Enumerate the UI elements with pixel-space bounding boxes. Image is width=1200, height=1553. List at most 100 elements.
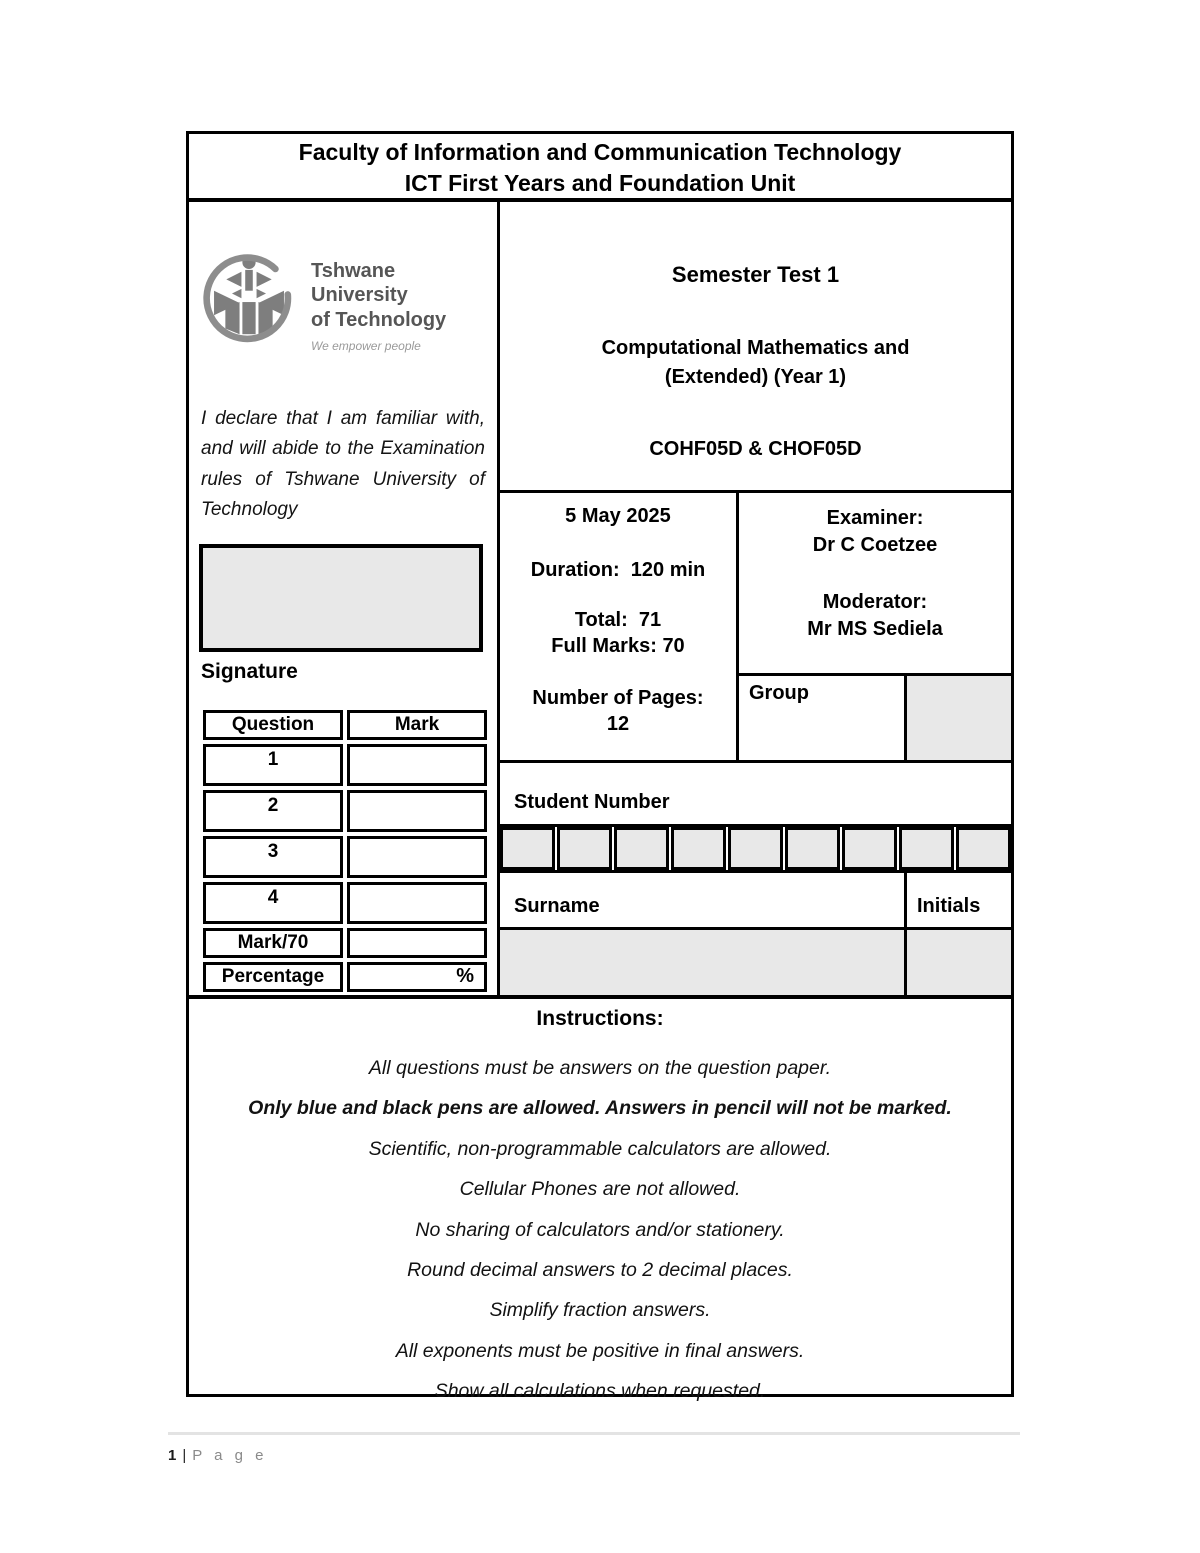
- instructions-title: Instructions:: [536, 1007, 664, 1030]
- total-value: 71: [638, 609, 662, 631]
- left-column: Tshwane University of Technology We empo…: [189, 202, 500, 995]
- group-label: Group: [739, 676, 907, 760]
- signature-field[interactable]: [199, 543, 483, 652]
- marks-row: Percentage%: [203, 961, 487, 992]
- examiner-stack: Examiner: Dr C Coetzee Moderator: Mr MS …: [739, 493, 1011, 760]
- mark-cell[interactable]: [347, 881, 487, 924]
- right-column: Semester Test 1 Computational Mathematic…: [500, 202, 1011, 995]
- instruction-line: Scientific, non-programmable calculators…: [368, 1137, 832, 1160]
- student-number-digit-box[interactable]: [500, 827, 555, 870]
- declaration-text: I declare that I am familiar with, and w…: [201, 408, 485, 521]
- surname-label: Surname: [514, 895, 600, 917]
- logo-name-line1: Tshwane University: [311, 259, 408, 307]
- marks-row: 3: [203, 835, 487, 878]
- footer-page-label: P a g e: [192, 1447, 268, 1464]
- mark-cell[interactable]: [347, 835, 487, 878]
- footer-rule: [168, 1432, 1020, 1435]
- marks-header-question: Question: [203, 709, 343, 740]
- main-area: Tshwane University of Technology We empo…: [189, 202, 1011, 995]
- mark-cell[interactable]: %: [347, 961, 487, 992]
- exam-cover-page: Faculty of Information and Communication…: [186, 131, 1014, 1402]
- instruction-line: Round decimal answers to 2 decimal place…: [407, 1258, 793, 1281]
- footer-separator: |: [182, 1447, 187, 1464]
- page-footer: 1 | P a g e: [168, 1432, 1020, 1464]
- moderator-label: Moderator:: [822, 591, 928, 613]
- full-marks-label: Full Marks:: [551, 635, 657, 657]
- pages-label: Number of Pages:: [532, 687, 704, 709]
- faculty-header-line2: ICT First Years and Foundation Unit: [404, 170, 796, 197]
- full-marks-value: 70: [662, 635, 685, 657]
- student-number-boxes: [500, 827, 1011, 873]
- duration-line: Duration: 120 min: [500, 557, 736, 583]
- student-number-digit-box[interactable]: [842, 827, 897, 870]
- subject-line2: (Extended) (Year 1): [664, 366, 847, 388]
- test-title-cell: Semester Test 1 Computational Mathematic…: [500, 202, 1011, 493]
- name-label-row: Surname Initials: [500, 873, 1011, 930]
- surname-input-field[interactable]: [500, 930, 904, 995]
- student-number-digit-box[interactable]: [728, 827, 783, 870]
- instruction-line: Simplify fraction answers.: [489, 1299, 711, 1322]
- footer-text: 1 | P a g e: [168, 1447, 1020, 1464]
- student-number-digit-box[interactable]: [956, 827, 1011, 870]
- pages-value: 12: [606, 713, 630, 735]
- student-number-digit-box[interactable]: [899, 827, 954, 870]
- instruction-line: Show all calculations when requested.: [434, 1380, 766, 1403]
- instruction-line: Only blue and black pens are allowed. An…: [248, 1097, 952, 1120]
- initials-input-field[interactable]: [904, 930, 1011, 995]
- question-cell: 1: [203, 743, 343, 786]
- subject-line1: Computational Mathematics and: [601, 337, 910, 359]
- examiner-label: Examiner:: [826, 507, 924, 529]
- student-number-label: Student Number: [500, 763, 1011, 827]
- logo-name-line2: of Technology: [311, 308, 447, 331]
- total-line: Total: 71: [500, 607, 736, 633]
- question-cell: 2: [203, 789, 343, 832]
- examiner-cell: Examiner: Dr C Coetzee Moderator: Mr MS …: [739, 493, 1011, 673]
- marks-row: 4: [203, 881, 487, 924]
- marks-table: Question Mark 1 2 3 4 Mark/70 Percentage%: [199, 706, 491, 995]
- university-logo: Tshwane University of Technology We empo…: [197, 228, 491, 378]
- student-number-digit-box[interactable]: [671, 827, 726, 870]
- student-number-digit-box[interactable]: [785, 827, 840, 870]
- marks-row: 1: [203, 743, 487, 786]
- signature-label: Signature: [201, 659, 298, 683]
- question-cell: 4: [203, 881, 343, 924]
- group-row: Group: [739, 673, 1011, 760]
- faculty-header-line1: Faculty of Information and Communication…: [298, 139, 902, 165]
- marks-row: 2: [203, 789, 487, 832]
- instruction-line: Cellular Phones are not allowed.: [459, 1178, 741, 1201]
- test-date: 5 May 2025: [565, 505, 671, 527]
- mark-cell[interactable]: [347, 927, 487, 958]
- question-cell: Mark/70: [203, 927, 343, 958]
- course-codes: COHF05D & CHOF05D: [649, 438, 862, 460]
- date-duration-cell: 5 May 2025 Duration: 120 min Total: 71 F…: [500, 493, 739, 760]
- marks-row: Mark/70: [203, 927, 487, 958]
- instructions-section: Instructions: All questions must be answ…: [189, 995, 1011, 1421]
- marks-table-body: 1 2 3 4 Mark/70 Percentage%: [203, 743, 487, 992]
- instruction-line: No sharing of calculators and/or station…: [415, 1218, 785, 1241]
- logo-text: Tshwane University of Technology We empo…: [311, 253, 491, 353]
- moderator-name: Mr MS Sediela: [807, 618, 943, 640]
- duration-label: Duration:: [530, 559, 620, 581]
- initials-label: Initials: [904, 873, 1011, 927]
- instruction-line: All exponents must be positive in final …: [395, 1339, 805, 1362]
- tut-emblem-icon: [203, 254, 292, 343]
- group-input-field[interactable]: [907, 676, 1011, 760]
- mark-cell[interactable]: [347, 743, 487, 786]
- total-label: Total:: [574, 609, 628, 631]
- question-cell: Percentage: [203, 961, 343, 992]
- marks-header-row: Question Mark: [203, 709, 487, 740]
- duration-value: 120 min: [630, 559, 706, 581]
- question-cell: 3: [203, 835, 343, 878]
- instruction-lines: All questions must be answers on the que…: [189, 1057, 1011, 1404]
- student-number-digit-box[interactable]: [614, 827, 669, 870]
- faculty-header: Faculty of Information and Communication…: [189, 134, 1011, 202]
- instruction-line: All questions must be answers on the que…: [368, 1057, 832, 1079]
- name-input-row: [500, 930, 1011, 995]
- examiner-name: Dr C Coetzee: [812, 534, 938, 556]
- mark-cell[interactable]: [347, 789, 487, 832]
- footer-page-number: 1: [168, 1447, 177, 1464]
- logo-tagline: We empower people: [311, 339, 421, 354]
- full-marks-line: Full Marks: 70: [500, 633, 736, 659]
- student-number-digit-box[interactable]: [557, 827, 612, 870]
